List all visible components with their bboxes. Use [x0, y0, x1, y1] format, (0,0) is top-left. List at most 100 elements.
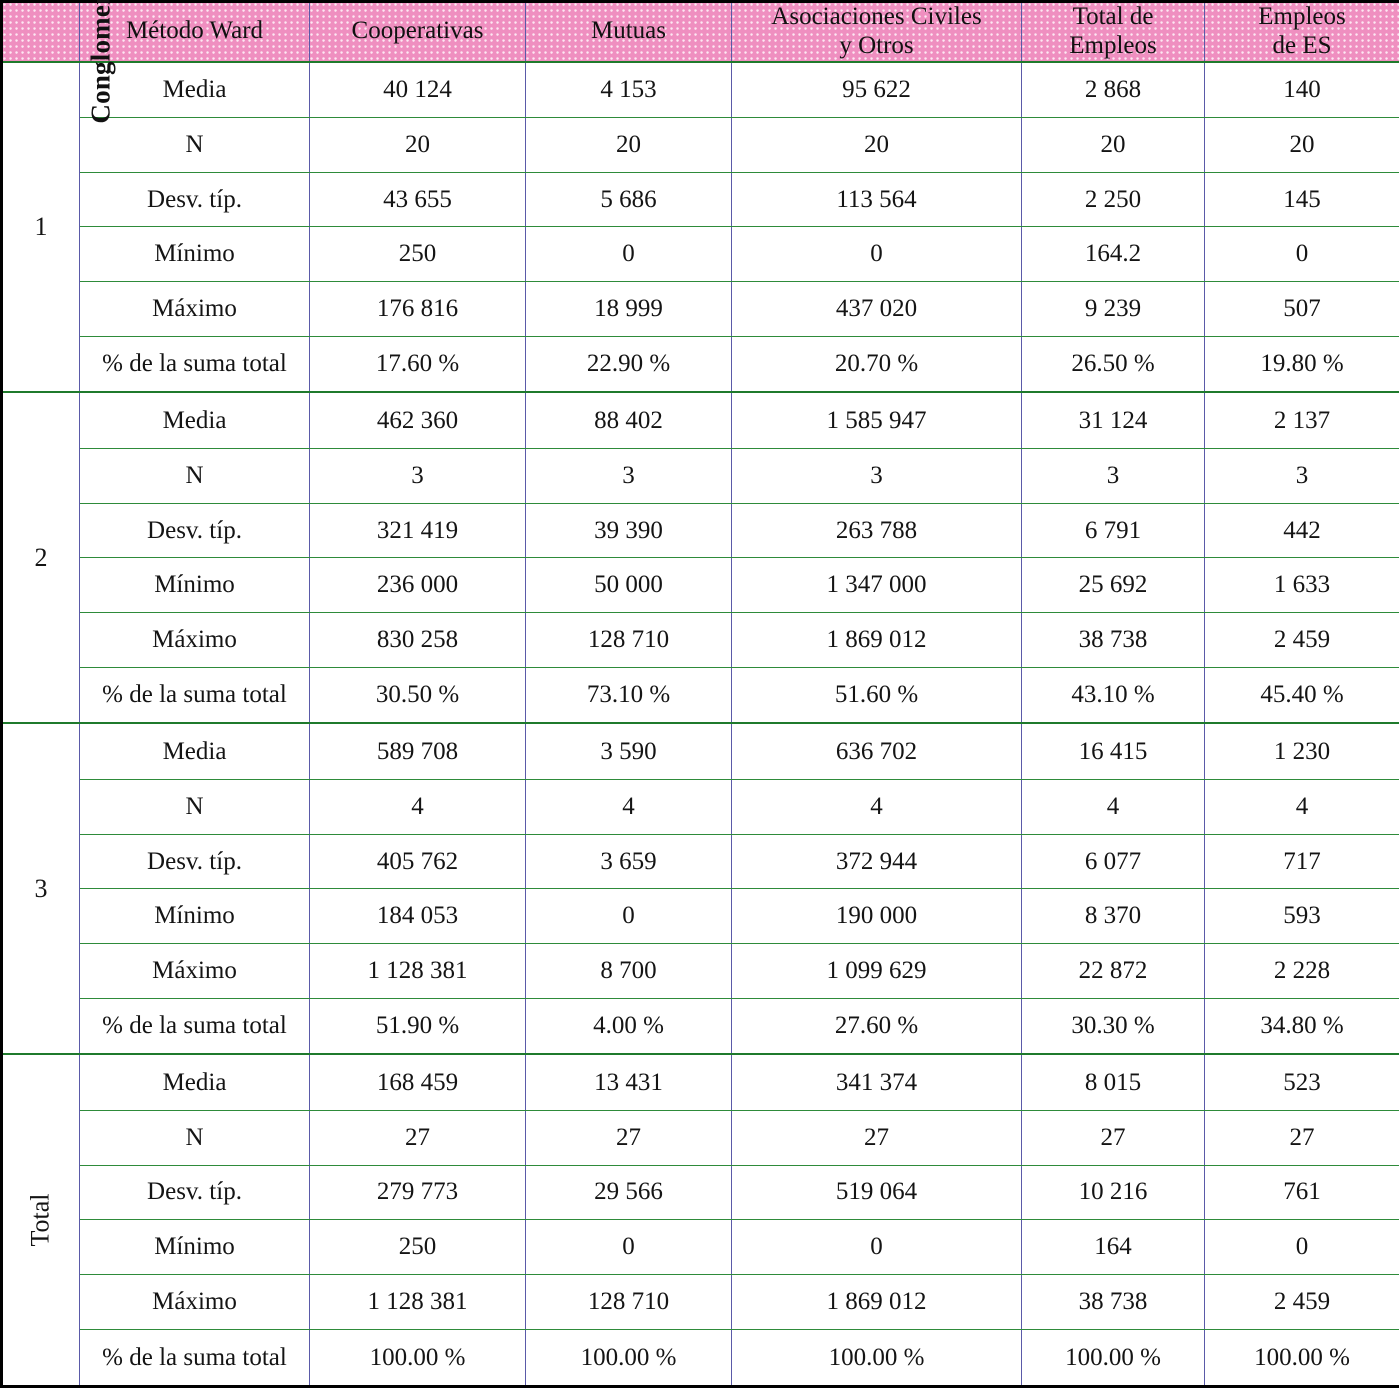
stat-label-cell: Máximo [79, 1274, 310, 1331]
value-cell-empleos-de-es: 34.80 % [1204, 998, 1399, 1055]
value-cell-asociaciones-civiles-y-otros: 113 564 [731, 171, 1022, 228]
cluster-group-text: 3 [34, 873, 48, 903]
value-cell-asociaciones-civiles-y-otros: 1 099 629 [731, 943, 1022, 1000]
value-cell-total-de-empleos: 26.50 % [1021, 336, 1205, 393]
value-cell-total-de-empleos: 6 077 [1021, 833, 1205, 890]
value-cell-cooperativas: 20 [309, 116, 526, 173]
value-cell-mutuas: 128 710 [525, 612, 732, 669]
cluster-group-label-2: 2 [1, 391, 80, 724]
value-cell-asociaciones-civiles-y-otros: 4 [731, 778, 1022, 835]
value-cell-asociaciones-civiles-y-otros: 1 869 012 [731, 1274, 1022, 1331]
stat-label-cell: % de la suma total [79, 998, 310, 1055]
value-cell-cooperativas: 405 762 [309, 833, 526, 890]
value-cell-total-de-empleos: 22 872 [1021, 943, 1205, 1000]
value-cell-asociaciones-civiles-y-otros: 0 [731, 1219, 1022, 1276]
stat-label-cell: N [79, 778, 310, 835]
empleos-es-line-1: Empleos [1258, 3, 1346, 30]
cluster-group-text: 2 [34, 542, 48, 572]
column-header-asociaciones-civiles-y-otros: Asociaciones Civiles y Otros [731, 1, 1022, 62]
value-cell-empleos-de-es: 140 [1204, 60, 1399, 118]
value-cell-empleos-de-es: 45.40 % [1204, 667, 1399, 724]
value-cell-total-de-empleos: 20 [1021, 116, 1205, 173]
value-cell-cooperativas: 17.60 % [309, 336, 526, 393]
stat-label-cell: N [79, 447, 310, 504]
value-cell-empleos-de-es: 2 137 [1204, 391, 1399, 449]
column-header-total-de-empleos: Total de Empleos [1021, 1, 1205, 62]
value-cell-cooperativas: 3 [309, 447, 526, 504]
value-cell-total-de-empleos: 4 [1021, 778, 1205, 835]
asociaciones-line-2: y Otros [839, 31, 914, 59]
cluster-group-label-total: Total [1, 1053, 80, 1388]
table-row: Máximo 1 128 381 128 710 1 869 012 38 738 2 4… [2, 1274, 1399, 1331]
column-header-mutuas: Mutuas [525, 1, 732, 62]
value-cell-mutuas: 3 590 [525, 722, 732, 780]
metodo-ward-label: Método Ward [125, 17, 264, 45]
value-cell-asociaciones-civiles-y-otros: 27.60 % [731, 998, 1022, 1055]
table-row: Mínimo 184 053 0 190 000 8 370 593 [2, 888, 1399, 945]
stat-label-cell: N [79, 1109, 310, 1166]
value-cell-mutuas: 5 686 [525, 171, 732, 228]
table-row: Desv. típ. 405 762 3 659 372 944 6 077 717 [2, 833, 1399, 890]
value-cell-cooperativas: 250 [309, 226, 526, 283]
table-row: % de la suma total 17.60 % 22.90 % 20.70 % 2… [2, 336, 1399, 393]
value-cell-cooperativas: 43 655 [309, 171, 526, 228]
cluster-group-label-3: 3 [1, 722, 80, 1055]
table-row: N 27 27 27 27 27 [2, 1109, 1399, 1166]
table-row: 3 Media 589 708 3 590 636 702 16 415 1 230 [1, 722, 1399, 1055]
stat-label-cell: Desv. típ. [79, 833, 310, 890]
value-cell-empleos-de-es: 593 [1204, 888, 1399, 945]
stat-label-cell: Máximo [79, 281, 310, 338]
value-cell-empleos-de-es: 523 [1204, 1053, 1399, 1111]
value-cell-asociaciones-civiles-y-otros: 20.70 % [731, 336, 1022, 393]
value-cell-cooperativas: 1 128 381 [309, 1274, 526, 1331]
table-row: % de la suma total 100.00 % 100.00 % 100.00… [2, 1329, 1399, 1387]
table-row: Mínimo 250 0 0 164.2 0 [2, 226, 1399, 283]
value-cell-mutuas: 22.90 % [525, 336, 732, 393]
value-cell-total-de-empleos: 38 738 [1021, 612, 1205, 669]
value-cell-empleos-de-es: 507 [1204, 281, 1399, 338]
value-cell-mutuas: 100.00 % [525, 1329, 732, 1387]
value-cell-mutuas: 8 700 [525, 943, 732, 1000]
cluster-group-text: Total [26, 1193, 55, 1247]
stat-label-cell: Desv. típ. [79, 502, 310, 559]
table-row: Mínimo 236 000 50 000 1 347 000 25 692 1 633 [2, 557, 1399, 614]
table-header: Conglomerados Método Ward Cooperativas M… [1, 0, 1399, 123]
value-cell-mutuas: 27 [525, 1109, 732, 1166]
table-row: Máximo 1 128 381 8 700 1 099 629 22 872 2 228 [2, 943, 1399, 1000]
table-row: Total Media 168 459 13 431 341 374 8 015 523 [1, 1053, 1399, 1388]
table-row: N 20 20 20 20 20 [2, 116, 1399, 173]
value-cell-asociaciones-civiles-y-otros: 636 702 [731, 722, 1022, 780]
value-cell-empleos-de-es: 3 [1204, 447, 1399, 504]
value-cell-mutuas: 13 431 [525, 1053, 732, 1111]
stat-label-cell: Media [79, 391, 310, 449]
value-cell-total-de-empleos: 10 216 [1021, 1164, 1205, 1221]
stat-label-cell: % de la suma total [79, 336, 310, 393]
value-cell-asociaciones-civiles-y-otros: 372 944 [731, 833, 1022, 890]
value-cell-total-de-empleos: 2 868 [1021, 60, 1205, 118]
stat-label-cell: Mínimo [79, 1219, 310, 1276]
value-cell-cooperativas: 168 459 [309, 1053, 526, 1111]
value-cell-cooperativas: 4 [309, 778, 526, 835]
table-row: % de la suma total 51.90 % 4.00 % 27.60 % 30… [2, 998, 1399, 1055]
value-cell-total-de-empleos: 2 250 [1021, 171, 1205, 228]
table-row: % de la suma total 30.50 % 73.10 % 51.60 % 4… [2, 667, 1399, 724]
table-row: Desv. típ. 279 773 29 566 519 064 10 216 761 [2, 1164, 1399, 1221]
value-cell-cooperativas: 462 360 [309, 391, 526, 449]
stat-label-cell: N [79, 116, 310, 173]
value-cell-mutuas: 4 153 [525, 60, 732, 118]
value-cell-asociaciones-civiles-y-otros: 1 869 012 [731, 612, 1022, 669]
value-cell-asociaciones-civiles-y-otros: 263 788 [731, 502, 1022, 559]
stat-label-cell: Desv. típ. [79, 1164, 310, 1221]
value-cell-empleos-de-es: 0 [1204, 1219, 1399, 1276]
table-row: 2 Media 462 360 88 402 1 585 947 31 124 2 137 [1, 391, 1399, 724]
value-cell-empleos-de-es: 761 [1204, 1164, 1399, 1221]
column-header-cooperativas: Cooperativas [309, 1, 526, 62]
value-cell-total-de-empleos: 100.00 % [1021, 1329, 1205, 1387]
value-cell-cooperativas: 321 419 [309, 502, 526, 559]
value-cell-cooperativas: 250 [309, 1219, 526, 1276]
value-cell-mutuas: 0 [525, 226, 732, 283]
cooperativas-label: Cooperativas [351, 17, 484, 45]
value-cell-mutuas: 3 [525, 447, 732, 504]
value-cell-empleos-de-es: 0 [1204, 226, 1399, 283]
